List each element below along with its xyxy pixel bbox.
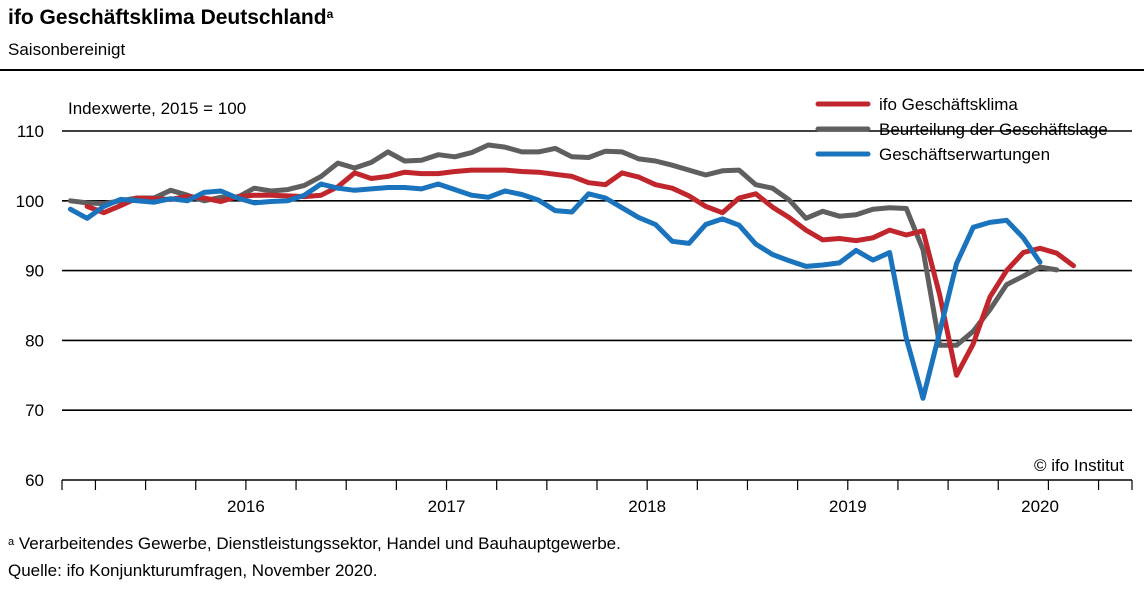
chart-subtitle: Saisonbereinigt [8, 40, 126, 59]
x-tick-label: 2017 [428, 497, 466, 516]
y-axis-label: Indexwerte, 2015 = 100 [68, 99, 246, 118]
x-tick-label: 2020 [1021, 497, 1059, 516]
chart-title: ifo Geschäftsklima Deutschlanda [8, 6, 333, 30]
x-tick-label: 2016 [227, 497, 265, 516]
gridlines [62, 130, 1132, 412]
y-tick-label: 90 [25, 262, 44, 281]
series-line-1 [84, 167, 1076, 378]
header-divider [0, 69, 1144, 71]
legend-label: ifo Geschäftsklima [879, 95, 1018, 114]
legend: ifo Geschäftsklima Beurteilung der Geschä… [815, 95, 1108, 164]
y-tick-label: 100 [16, 192, 44, 211]
x-tick-label: 2018 [628, 497, 666, 516]
legend-label: Beurteilung der Geschäftslage [879, 120, 1108, 139]
series-lines [67, 142, 1076, 401]
y-axis: 60 70 80 90 100 110 [16, 122, 44, 490]
y-tick-label: 80 [25, 331, 44, 350]
x-tick-label: 2019 [829, 497, 867, 516]
footnote-text: Verarbeitendes Gewerbe, Dienstleistungss… [14, 534, 621, 553]
y-tick-label: 60 [25, 471, 44, 490]
title-footnote-marker: a [326, 7, 334, 21]
legend-label: Geschäftserwartungen [879, 145, 1050, 164]
x-axis: 2016 2017 2018 2019 2020 [61, 479, 1133, 516]
y-tick-label: 110 [17, 122, 44, 141]
footnote-marker: a [8, 536, 15, 548]
source-note: Quelle: ifo Konjunkturumfragen, November… [8, 561, 378, 580]
chart-title-text: ifo Geschäftsklima Deutschland [8, 6, 327, 29]
series-line-3 [67, 181, 1043, 401]
y-tick-label: 70 [25, 401, 44, 420]
footnote: a Verarbeitendes Gewerbe, Dienstleistung… [8, 534, 621, 554]
copyright-label: © ifo Institut [1034, 456, 1124, 475]
